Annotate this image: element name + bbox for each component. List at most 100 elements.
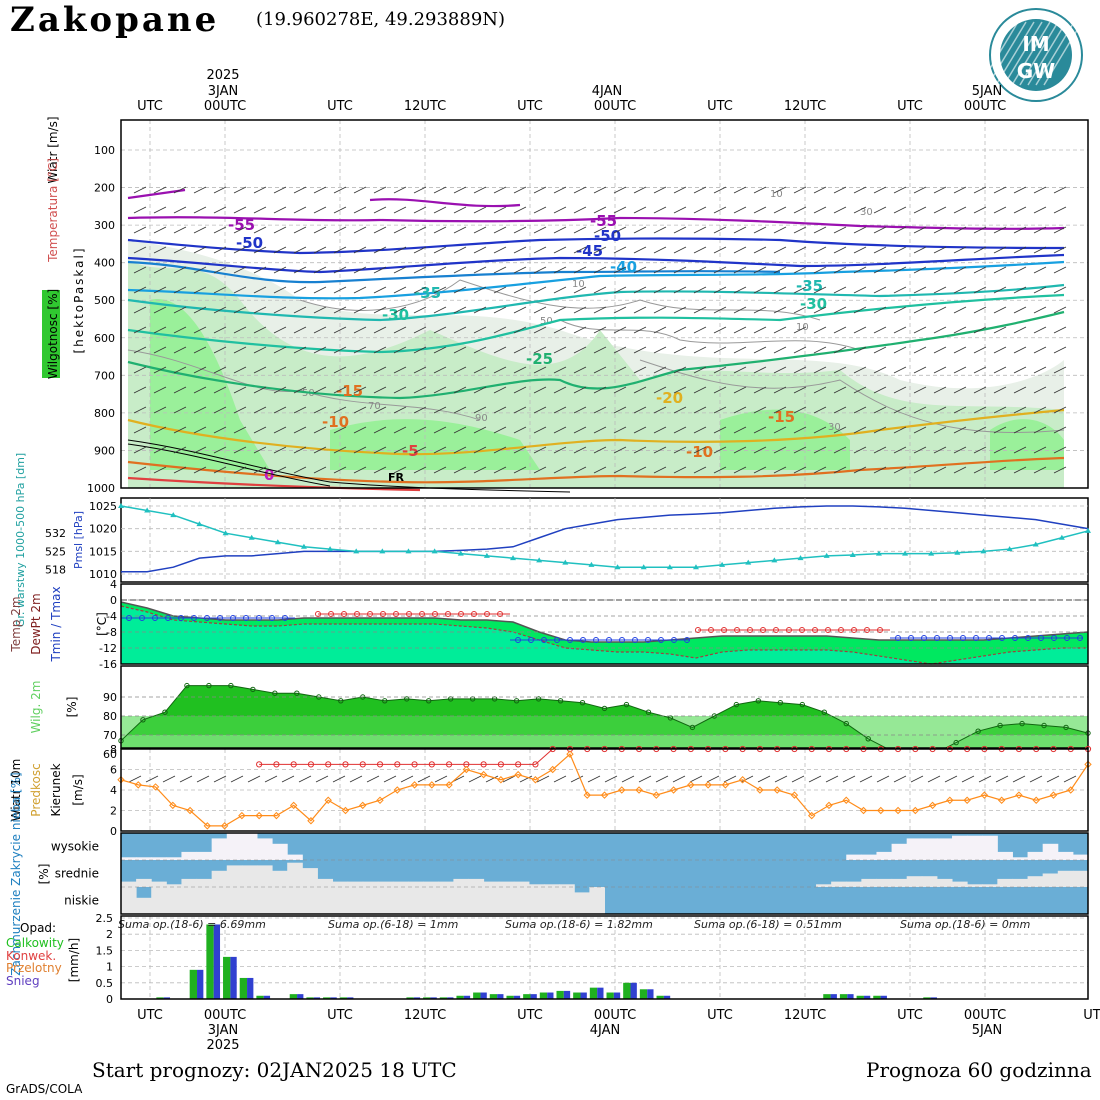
wind-barb bbox=[133, 286, 147, 294]
precip-sum-label: Suma op.(6-18) = 0.51mm bbox=[694, 918, 842, 931]
wind-barb bbox=[273, 446, 287, 454]
wind-direction-barb bbox=[1046, 775, 1060, 783]
wind-barb bbox=[773, 386, 787, 394]
geopotential-point bbox=[666, 564, 673, 570]
wind-barb bbox=[533, 286, 547, 294]
cloud-bar bbox=[861, 878, 877, 887]
precip-bar-snow bbox=[847, 994, 854, 999]
tmin-marker bbox=[671, 637, 677, 643]
wind-barb bbox=[513, 226, 527, 234]
wind-barb bbox=[1053, 426, 1067, 434]
wind-direction-barb bbox=[893, 775, 907, 783]
wind-barb bbox=[333, 406, 347, 414]
wind-direction-barb bbox=[672, 775, 686, 783]
bottom-tick-label: 12UTC bbox=[784, 1008, 826, 1023]
precip-panel: 2.5 2 1.5 1 0.5 0 Suma op.(18-6) = 6.69mm Suma … bbox=[6, 912, 1089, 1006]
wind-barb bbox=[673, 386, 687, 394]
cloud-bar bbox=[891, 843, 908, 860]
wind-direction-barb bbox=[145, 775, 159, 783]
cloud-bar bbox=[921, 838, 938, 860]
precip-sum-label: Suma op.(6-18) = 1mm bbox=[328, 918, 458, 931]
precip-bar-total bbox=[606, 992, 614, 999]
wind-direction-barb bbox=[298, 775, 312, 783]
cloud-bar bbox=[982, 835, 998, 860]
wind-barb bbox=[333, 326, 347, 334]
wind-barb bbox=[493, 306, 507, 314]
tmin-marker bbox=[191, 615, 197, 621]
wind-barb bbox=[153, 466, 167, 474]
wind-barb bbox=[1053, 406, 1067, 414]
wind-barb bbox=[513, 446, 527, 454]
wind-direction-barb bbox=[553, 775, 567, 783]
wind-barb bbox=[593, 206, 607, 214]
precip-bar-snow bbox=[630, 982, 637, 999]
wind-barb bbox=[273, 186, 287, 194]
wind-barb bbox=[813, 366, 827, 374]
wind-barb bbox=[253, 186, 267, 194]
humidity-point bbox=[1063, 724, 1069, 731]
wind-barb bbox=[1033, 186, 1047, 194]
wind-barb bbox=[973, 306, 987, 314]
wind-barb bbox=[813, 446, 827, 454]
wind-barb bbox=[533, 386, 547, 394]
wind-barb bbox=[153, 226, 167, 234]
logo-disc bbox=[1000, 19, 1072, 91]
wind-barb bbox=[473, 346, 487, 354]
humidity-tick-label: 90 bbox=[103, 691, 117, 704]
wind-barb bbox=[893, 266, 907, 274]
wind-barb bbox=[493, 226, 507, 234]
wind-barb bbox=[913, 366, 927, 374]
cloud-bar bbox=[559, 884, 575, 887]
precip-bar-snow bbox=[830, 994, 837, 999]
humidity-point bbox=[513, 698, 520, 704]
humidity-point bbox=[338, 698, 344, 704]
wind-barb bbox=[633, 406, 647, 414]
wind-barb bbox=[353, 366, 367, 374]
wind-barb bbox=[733, 226, 747, 234]
wind-barb bbox=[953, 426, 967, 434]
precip-bar-snow bbox=[597, 987, 604, 999]
wind-barb bbox=[593, 386, 607, 394]
wind-direction-barb bbox=[791, 775, 805, 783]
cloud-bar bbox=[256, 838, 273, 860]
wind-barb bbox=[473, 226, 487, 234]
wind-barb bbox=[313, 426, 327, 434]
wind-barb bbox=[413, 286, 427, 294]
precip-bar-total bbox=[406, 997, 414, 999]
precip-bar-snow bbox=[663, 995, 671, 999]
precip-bar-snow bbox=[563, 990, 571, 999]
cloud-bar bbox=[559, 887, 575, 914]
wind-barb bbox=[893, 306, 907, 314]
tmax-marker bbox=[838, 627, 844, 633]
wind-barb bbox=[393, 326, 407, 334]
wind-speed-point bbox=[859, 806, 868, 815]
precip-bar-snow bbox=[497, 994, 504, 999]
cloud-bar bbox=[226, 865, 243, 887]
humidity-contour-label: 30 bbox=[860, 207, 873, 218]
precip-bar-snow bbox=[213, 924, 221, 999]
wind-barb bbox=[773, 366, 787, 374]
wind-barb bbox=[593, 226, 607, 234]
cloud-bar bbox=[408, 881, 424, 887]
wind-barb bbox=[573, 426, 587, 434]
cloud-bar bbox=[1057, 851, 1074, 860]
wind-barb bbox=[433, 326, 447, 334]
wind-barb bbox=[1053, 446, 1067, 454]
wind-barb bbox=[613, 326, 627, 334]
precip-bar-snow bbox=[263, 995, 271, 999]
humidity-point bbox=[140, 717, 146, 723]
wind-barb bbox=[373, 446, 387, 454]
wind-barb bbox=[853, 426, 867, 434]
panel-frame bbox=[120, 583, 1089, 665]
footer-length: Prognoza 60 godzinna bbox=[866, 1058, 1092, 1082]
isotherm-label: -55 bbox=[590, 212, 617, 230]
wind-direction-barb bbox=[383, 775, 397, 783]
wind-barb bbox=[313, 346, 327, 354]
wind-speed-point bbox=[445, 781, 453, 789]
tmax-marker bbox=[497, 611, 503, 617]
wind-barb bbox=[413, 306, 427, 314]
precip-bar-snow bbox=[530, 994, 537, 999]
wind-barb bbox=[393, 366, 407, 374]
wind-barb bbox=[913, 206, 927, 214]
tmax-marker bbox=[721, 627, 727, 633]
